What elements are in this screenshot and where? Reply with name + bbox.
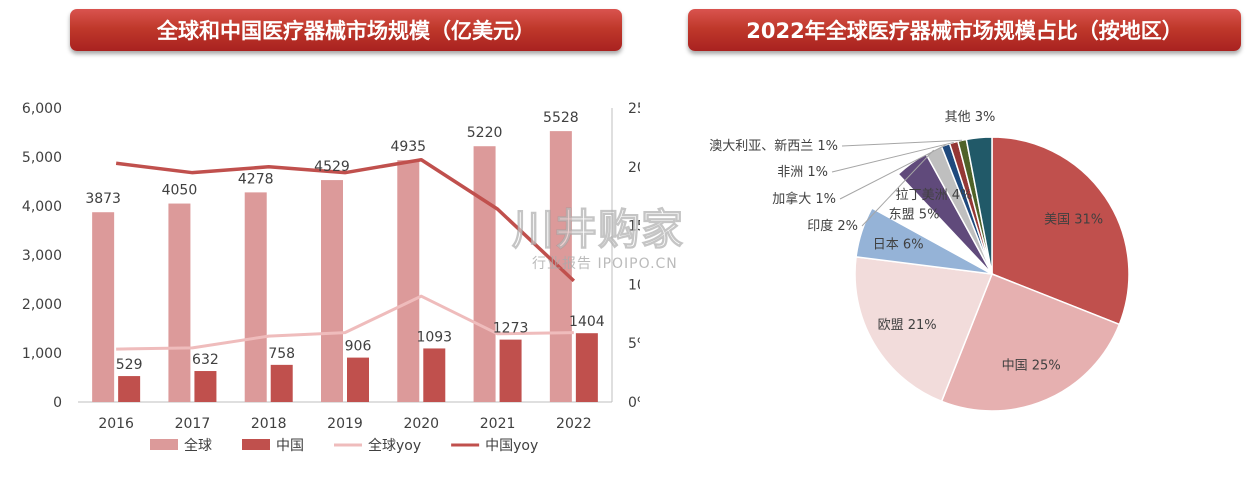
pie-slice-label: 东盟 5% — [889, 208, 940, 223]
right-axis-tick-label: 25% — [628, 101, 640, 117]
x-axis-tick-label: 2016 — [98, 416, 134, 432]
global-bar — [244, 192, 267, 402]
pie-slice — [940, 273, 1121, 412]
pie-slice-label: 欧盟 21% — [878, 318, 937, 333]
global-bar-data-label: 4935 — [390, 139, 426, 155]
pie-slice-label: 拉丁美洲 4% — [896, 188, 973, 203]
left-axis-tick-label: 2,000 — [22, 297, 62, 313]
x-axis-tick-label: 2019 — [327, 416, 363, 432]
pie-slice-label: 加拿大 1% — [772, 191, 836, 207]
china-bar — [423, 348, 446, 402]
right-axis-tick-label: 5% — [628, 336, 640, 352]
pie-slice-label: 中国 25% — [1002, 359, 1061, 374]
china-bar-data-label: 632 — [192, 352, 219, 368]
legend-label: 全球yoy — [368, 437, 421, 454]
china-bar — [118, 376, 141, 402]
china-bar — [270, 364, 293, 402]
global-bar-data-label: 3873 — [85, 191, 121, 207]
x-axis-tick-label: 2020 — [403, 416, 439, 432]
pie-leader-line — [861, 149, 935, 227]
left-axis-tick-label: 4,000 — [22, 199, 62, 215]
left-axis-tick-label: 3,000 — [22, 248, 62, 264]
legend-swatch-bar — [150, 439, 178, 450]
global-bar — [92, 212, 115, 402]
china-bar — [347, 357, 369, 402]
right-axis-tick-label: 0% — [628, 395, 640, 411]
pie-slice-label: 美国 31% — [1044, 213, 1103, 228]
left-axis-tick-label: 5,000 — [22, 150, 62, 166]
pie-leader-line — [839, 144, 946, 200]
global-bar — [321, 180, 343, 402]
right-axis-tick-label: 10% — [628, 277, 640, 293]
pie-slice — [854, 255, 994, 403]
china-bar-data-label: 1093 — [416, 329, 452, 345]
pie-slice-label: 日本 6% — [873, 238, 924, 253]
global-bar-data-label: 4529 — [314, 159, 350, 175]
market-size-combo-chart: 0 1,000 2,000 3,000 4,000 5,000 6,000 0% 5% 10% 15… — [22, 101, 640, 454]
pie-leader-line — [841, 139, 963, 147]
legend-label: 全球 — [184, 437, 212, 454]
global-bar — [397, 160, 420, 402]
china-bar — [499, 339, 522, 402]
global-yoy-line — [116, 294, 574, 351]
pie-slice-label: 非洲 1% — [777, 165, 828, 180]
pie-slice-label: 澳大利亚、新西兰 1% — [709, 138, 838, 154]
right-chart-title: 2022年全球医疗器械市场规模占比（按地区） — [688, 9, 1241, 51]
china-yoy-line — [115, 157, 576, 283]
china-bar-data-label: 1404 — [569, 314, 605, 330]
pie-slice-label: 印度 2% — [807, 218, 858, 234]
global-bar-data-label: 5528 — [543, 110, 579, 126]
china-bar — [575, 333, 598, 402]
left-axis-tick-label: 0 — [53, 395, 62, 411]
x-axis-tick-label: 2021 — [480, 416, 516, 432]
china-bar-data-label: 906 — [345, 339, 372, 355]
right-axis-tick-label: 15% — [628, 219, 640, 235]
global-bar-data-label: 4278 — [238, 171, 274, 187]
global-bar — [168, 203, 191, 402]
region-share-pie-chart: 美国 31% 中国 25% 欧盟 21% 日本 6% 东盟 5% 拉丁美洲 4% 印度 2%… — [709, 110, 1130, 412]
china-bar-data-label: 529 — [116, 357, 143, 373]
pie-slice — [991, 136, 1130, 326]
left-axis-tick-label: 1,000 — [22, 346, 62, 362]
global-bar-data-label: 4050 — [162, 183, 198, 199]
global-bar — [473, 146, 496, 402]
legend-label: 中国yoy — [485, 438, 538, 454]
legend-label: 中国 — [276, 438, 304, 454]
pie-leader-line — [831, 141, 954, 173]
left-axis-tick-label: 6,000 — [22, 101, 62, 117]
china-bar-data-label: 1273 — [493, 321, 529, 337]
right-axis-tick-label: 20% — [628, 160, 640, 176]
x-axis-tick-label: 2017 — [175, 416, 211, 432]
x-axis-tick-label: 2022 — [556, 416, 592, 432]
left-chart-title: 全球和中国医疗器械市场规模（亿美元） — [70, 9, 622, 51]
china-bar-data-label: 758 — [268, 346, 295, 362]
pie-slice — [965, 136, 993, 275]
global-bar-data-label: 5220 — [467, 125, 503, 141]
pie-slice-label: 其他 3% — [945, 110, 996, 125]
legend-swatch-bar — [242, 439, 270, 450]
x-axis-tick-label: 2018 — [251, 416, 287, 432]
china-bar — [194, 371, 217, 402]
